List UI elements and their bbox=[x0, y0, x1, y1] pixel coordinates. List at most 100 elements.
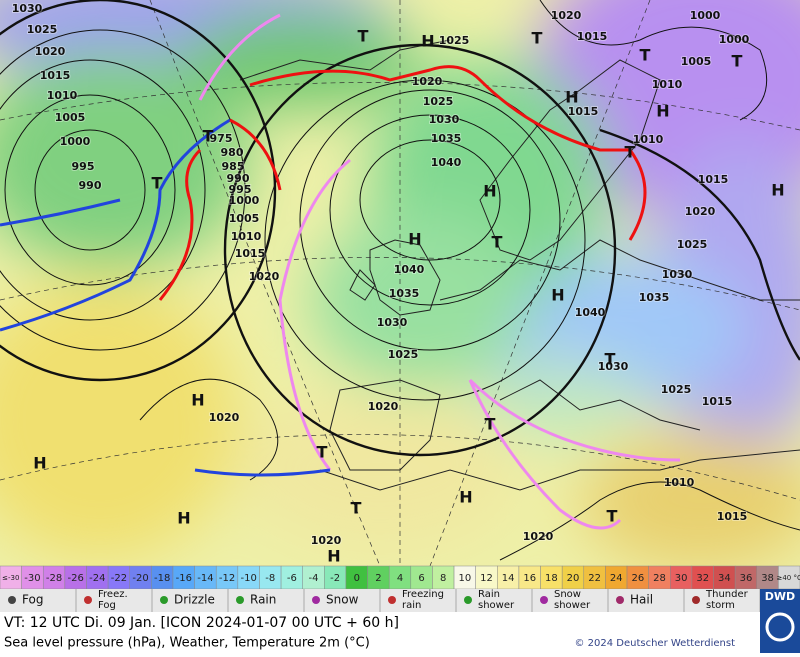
isobar-label: 1030 bbox=[12, 2, 43, 15]
isobar-label: 1020 bbox=[412, 75, 443, 88]
legend-label: Thunder storm bbox=[705, 589, 749, 611]
scale-label: -14 bbox=[197, 573, 213, 584]
scale-label: ≤-30 bbox=[2, 574, 19, 582]
isobar-label: 1005 bbox=[55, 111, 86, 124]
scale-label: 36 bbox=[740, 573, 753, 584]
scale-label: -22 bbox=[111, 573, 127, 584]
isobar-label: 1035 bbox=[639, 291, 670, 304]
isobar-label: 1010 bbox=[47, 89, 78, 102]
isobar-label: 985 bbox=[222, 160, 245, 173]
isobar-label: 1020 bbox=[311, 534, 342, 547]
scale-label: 4 bbox=[397, 573, 403, 584]
isobar-label: 990 bbox=[227, 172, 250, 185]
pressure-labels: 1030102510201015101010051000995990975980… bbox=[11, 1, 785, 566]
isobar-label: 995 bbox=[72, 160, 95, 173]
isobar-label: 1020 bbox=[249, 270, 280, 283]
pressure-center: H bbox=[177, 509, 190, 528]
scale-label: 14 bbox=[502, 573, 515, 584]
legend-symbol bbox=[540, 596, 548, 604]
isobar-label: 1025 bbox=[388, 348, 419, 361]
map-area: 1030102510201015101010051000995990975980… bbox=[0, 0, 800, 566]
legend-label-line: Thunder bbox=[705, 589, 749, 600]
legend-label-line: rain bbox=[402, 600, 421, 611]
scale-label: -10 bbox=[240, 573, 256, 584]
legend-label: Drizzle bbox=[174, 593, 215, 607]
coastlines bbox=[239, 39, 800, 491]
isobar-label: 995 bbox=[229, 183, 252, 196]
pressure-center: H bbox=[421, 32, 434, 51]
scale-label: 12 bbox=[480, 573, 493, 584]
legend-label-line: Snow bbox=[554, 589, 581, 600]
scale-label: -8 bbox=[265, 573, 275, 584]
legend-symbol bbox=[616, 596, 624, 604]
isobar-label: 1015 bbox=[702, 395, 733, 408]
scale-label: 32 bbox=[696, 573, 709, 584]
legend-symbol bbox=[388, 596, 396, 604]
isobar-label: 1025 bbox=[27, 23, 58, 36]
isobar-label: 1020 bbox=[35, 45, 66, 58]
pressure-center: H bbox=[33, 454, 46, 473]
legend-label: Rain bbox=[250, 593, 276, 607]
isobar-label: 1030 bbox=[377, 316, 408, 329]
legend-label-line: shower bbox=[554, 600, 591, 611]
scale-label: 30 bbox=[675, 573, 688, 584]
legend-label-line: Fog bbox=[98, 600, 116, 611]
temperature-scale: ≤-30 -30 -28 -26 -24 -22 -20 -18 -16 -14 -12 -10 -8-… bbox=[0, 565, 800, 590]
isobar-label: 1040 bbox=[575, 306, 606, 319]
scale-label: -18 bbox=[154, 573, 170, 584]
legend-label: Hail bbox=[630, 593, 653, 607]
scale-label: 16 bbox=[523, 573, 536, 584]
scale-label: -26 bbox=[68, 573, 84, 584]
isobar-label: 1030 bbox=[429, 113, 460, 126]
legend-label-line: shower bbox=[478, 600, 515, 611]
pressure-center: H bbox=[656, 102, 669, 121]
pressure-center: H bbox=[459, 488, 472, 507]
pressure-center: H bbox=[483, 182, 496, 201]
legend-label: Fog bbox=[22, 593, 43, 607]
isobar-label: 1010 bbox=[633, 133, 664, 146]
parameters: Sea level pressure (hPa), Weather, Tempe… bbox=[4, 636, 370, 651]
isobar-label: 1015 bbox=[40, 69, 71, 82]
isobars bbox=[0, 0, 800, 561]
isobar-label: 1040 bbox=[431, 156, 462, 169]
valid-time: VT: 12 UTC Di. 09 Jan. [ICON 2024-01-07 … bbox=[4, 615, 399, 631]
pressure-center: T bbox=[351, 499, 362, 518]
isobar-label: 1035 bbox=[389, 287, 420, 300]
pressure-center: T bbox=[732, 52, 743, 71]
isobar-label: 1020 bbox=[551, 9, 582, 22]
pressure-center: T bbox=[640, 46, 651, 65]
isobar-label: 1010 bbox=[664, 476, 695, 489]
isobar-label: 1025 bbox=[439, 34, 470, 47]
pressure-center: T bbox=[492, 233, 503, 252]
isobar-label: 1000 bbox=[719, 33, 750, 46]
pressure-center: T bbox=[485, 415, 496, 434]
scale-label: 8 bbox=[440, 573, 446, 584]
dwd-logo bbox=[760, 589, 800, 653]
legend-symbol bbox=[464, 596, 472, 604]
weather-legend: Fog Freez. Fog Drizzle Rain Snow Freezing rainR… bbox=[0, 589, 761, 612]
isobar-label: 1015 bbox=[698, 173, 729, 186]
pressure-center: H bbox=[191, 391, 204, 410]
isobar-label: 1030 bbox=[598, 360, 629, 373]
legend-symbol bbox=[236, 596, 244, 604]
dwd-logo-mark bbox=[765, 612, 795, 642]
scale-label: -20 bbox=[132, 573, 148, 584]
pressure-center: T bbox=[625, 143, 636, 162]
isobar-label: 1015 bbox=[235, 247, 266, 260]
scale-label: 24 bbox=[610, 573, 623, 584]
footer-background bbox=[0, 612, 800, 653]
scale-label: 10 bbox=[458, 573, 471, 584]
isobar-label: 1025 bbox=[661, 383, 692, 396]
pressure-center: T bbox=[152, 174, 163, 193]
scale-label: 2 bbox=[375, 573, 381, 584]
legend-label: Freezing rain bbox=[402, 589, 444, 611]
isobar-label: 1025 bbox=[677, 238, 708, 251]
scale-label: -6 bbox=[287, 573, 297, 584]
pressure-center: T bbox=[317, 443, 328, 462]
legend-label: Snow bbox=[326, 593, 359, 607]
scale-label: 28 bbox=[653, 573, 666, 584]
pressure-center: T bbox=[203, 127, 214, 146]
isobar-label: 1010 bbox=[652, 78, 683, 91]
isobar-label: 1020 bbox=[368, 400, 399, 413]
